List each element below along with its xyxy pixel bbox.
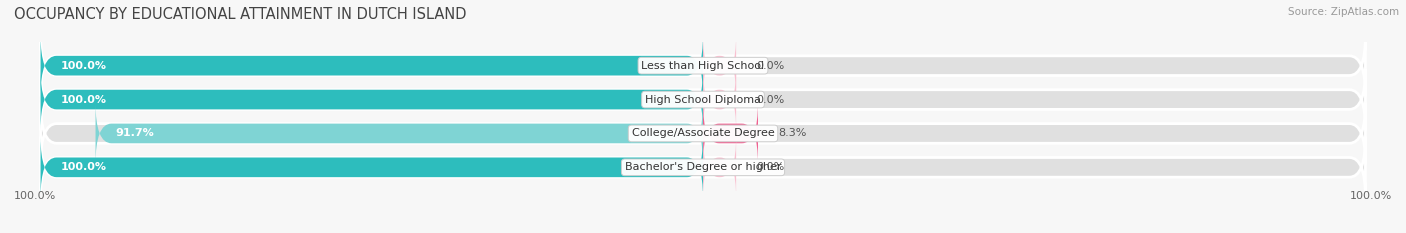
- Text: Less than High School: Less than High School: [641, 61, 765, 71]
- Text: 0.0%: 0.0%: [756, 95, 785, 105]
- FancyBboxPatch shape: [41, 137, 1365, 198]
- FancyBboxPatch shape: [703, 69, 737, 130]
- FancyBboxPatch shape: [41, 35, 1365, 96]
- Text: 100.0%: 100.0%: [1350, 191, 1392, 201]
- Text: 0.0%: 0.0%: [756, 61, 785, 71]
- Text: College/Associate Degree: College/Associate Degree: [631, 128, 775, 138]
- FancyBboxPatch shape: [703, 103, 758, 164]
- FancyBboxPatch shape: [41, 35, 703, 96]
- Text: 100.0%: 100.0%: [14, 191, 56, 201]
- FancyBboxPatch shape: [41, 103, 1365, 164]
- Text: 0.0%: 0.0%: [756, 162, 785, 172]
- Text: 8.3%: 8.3%: [778, 128, 806, 138]
- Text: Source: ZipAtlas.com: Source: ZipAtlas.com: [1288, 7, 1399, 17]
- Text: High School Diploma: High School Diploma: [645, 95, 761, 105]
- FancyBboxPatch shape: [96, 103, 703, 164]
- FancyBboxPatch shape: [703, 35, 737, 96]
- Text: OCCUPANCY BY EDUCATIONAL ATTAINMENT IN DUTCH ISLAND: OCCUPANCY BY EDUCATIONAL ATTAINMENT IN D…: [14, 7, 467, 22]
- FancyBboxPatch shape: [703, 137, 737, 198]
- FancyBboxPatch shape: [41, 137, 703, 198]
- FancyBboxPatch shape: [41, 69, 1365, 130]
- Text: 91.7%: 91.7%: [115, 128, 155, 138]
- Text: Bachelor's Degree or higher: Bachelor's Degree or higher: [624, 162, 782, 172]
- Text: 100.0%: 100.0%: [60, 61, 107, 71]
- Text: 100.0%: 100.0%: [60, 162, 107, 172]
- Text: 100.0%: 100.0%: [60, 95, 107, 105]
- FancyBboxPatch shape: [41, 69, 703, 130]
